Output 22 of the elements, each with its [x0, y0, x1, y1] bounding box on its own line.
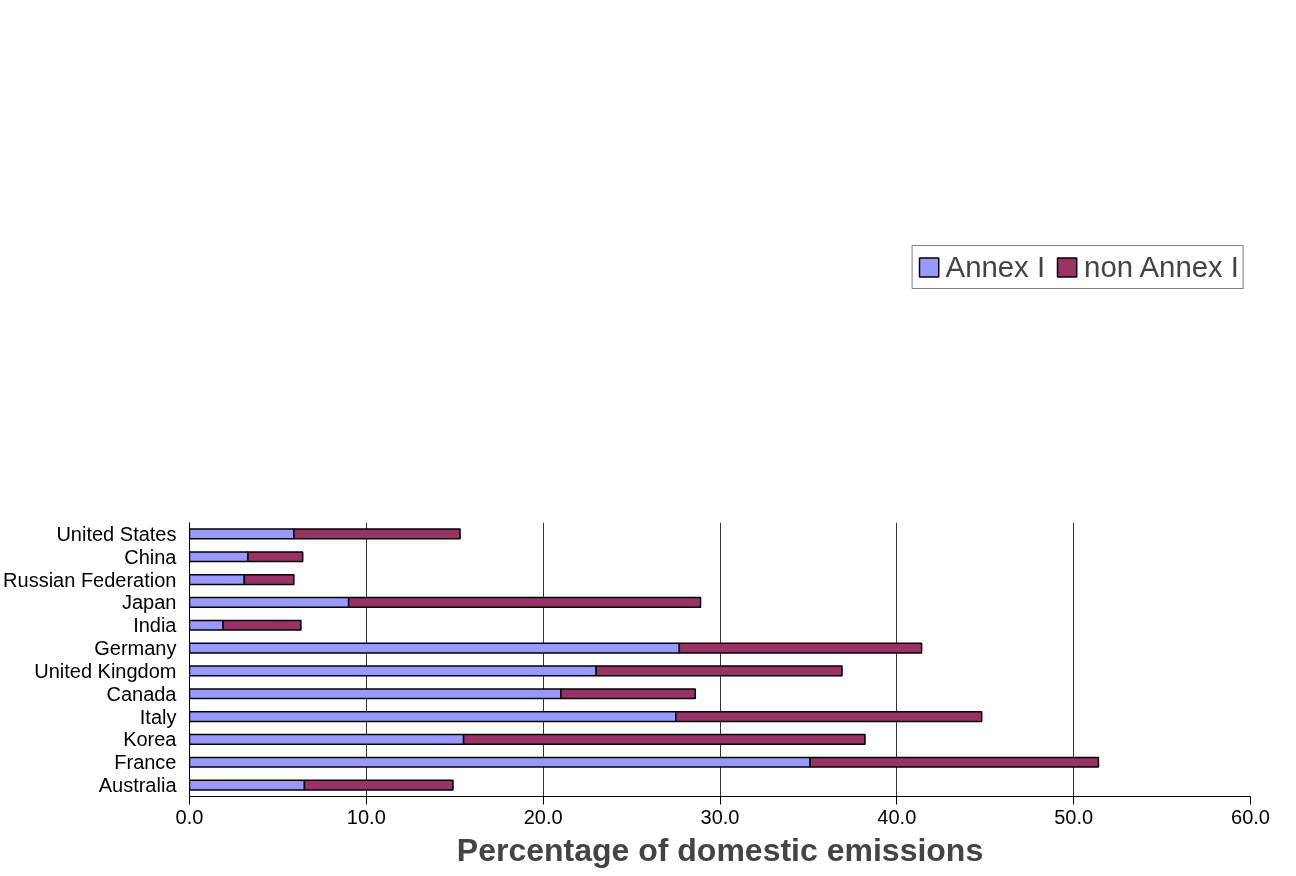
y-tick-label: United States	[56, 522, 177, 545]
legend-label: non Annex I	[1084, 250, 1239, 284]
y-tick-label: Canada	[106, 682, 178, 705]
y-tick-label: Australia	[98, 774, 178, 797]
y-tick-label: United Kingdom	[34, 659, 177, 682]
x-tick-label: 50.0	[1054, 805, 1094, 828]
y-tick-label: China	[124, 545, 178, 568]
x-tick-label: 40.0	[877, 805, 917, 828]
y-tick-label: France	[114, 751, 177, 774]
y-tick-label: Japan	[122, 591, 177, 614]
x-tick-label: 0.0	[175, 805, 204, 828]
x-tick-label: 30.0	[700, 805, 740, 828]
x-tick-label: 60.0	[1231, 805, 1270, 828]
legend-label: Annex I	[945, 250, 1046, 284]
y-tick-label: Germany	[94, 637, 177, 660]
x-axis-title: Percentage of domestic emissions	[456, 831, 984, 868]
y-tick-label: India	[133, 614, 178, 637]
y-tick-label: Korea	[123, 728, 178, 751]
x-tick-label: 20.0	[523, 805, 563, 828]
x-tick-label: 10.0	[346, 805, 386, 828]
y-tick-label: Russian Federation	[3, 568, 177, 591]
y-tick-label: Italy	[139, 705, 177, 728]
